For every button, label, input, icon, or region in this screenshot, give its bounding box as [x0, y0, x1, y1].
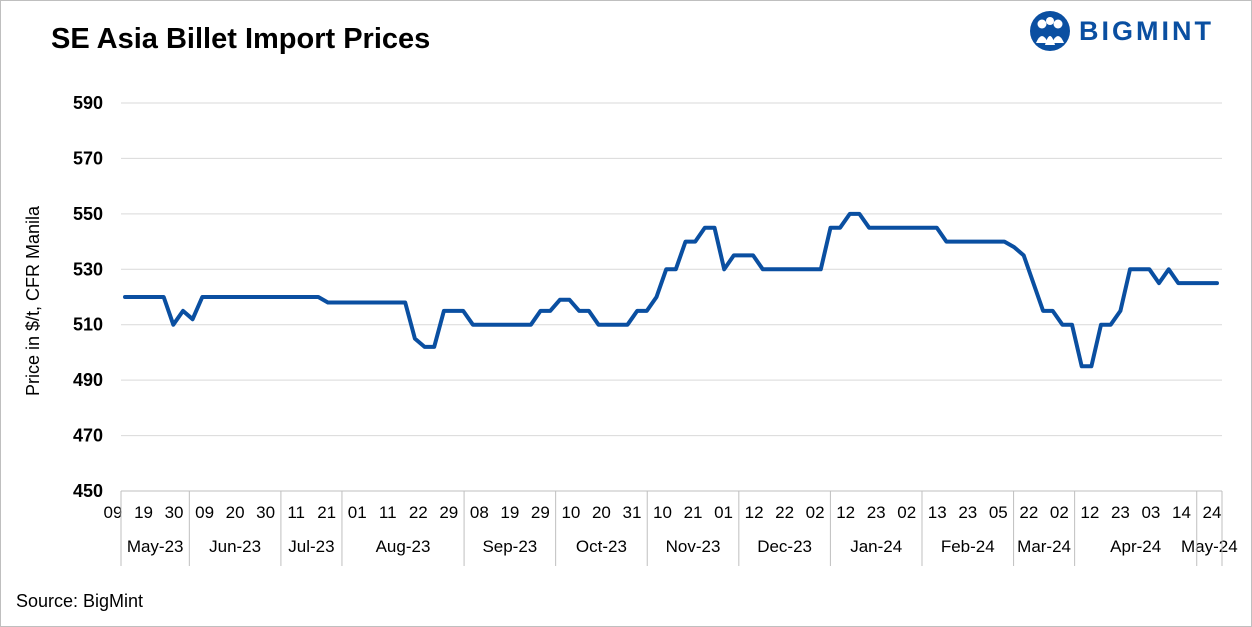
- brand-name: BIGMINT: [1079, 16, 1214, 46]
- x-tick-label: 23: [1111, 503, 1130, 522]
- x-month-label: Jan-24: [850, 537, 902, 556]
- x-tick-label: 19: [134, 503, 153, 522]
- x-month-label: Mar-24: [1017, 537, 1071, 556]
- x-tick-label: 21: [684, 503, 703, 522]
- x-tick-label: 09: [195, 503, 214, 522]
- x-month-label: Oct-23: [576, 537, 627, 556]
- y-tick-label: 470: [73, 426, 103, 446]
- x-tick-label: 02: [806, 503, 825, 522]
- x-month-label: Jul-23: [288, 537, 334, 556]
- x-tick-label: 02: [1050, 503, 1069, 522]
- x-tick-label: 23: [867, 503, 886, 522]
- x-month-label: Jun-23: [209, 537, 261, 556]
- x-tick-label: 02: [897, 503, 916, 522]
- x-tick-label: 01: [714, 503, 733, 522]
- y-axis-ticks: 450 470 490 510 530 550 570 590: [73, 93, 103, 501]
- y-tick-label: 530: [73, 259, 103, 279]
- x-tick-label: 13: [928, 503, 947, 522]
- x-tick-label: 12: [836, 503, 855, 522]
- x-tick-label: 20: [592, 503, 611, 522]
- x-tick-label: 30: [256, 503, 275, 522]
- x-tick-label: 31: [623, 503, 642, 522]
- x-tick-label: 03: [1141, 503, 1160, 522]
- x-month-label: May-23: [127, 537, 184, 556]
- x-tick-label: 11: [379, 503, 397, 522]
- x-tick-label: 01: [348, 503, 367, 522]
- x-tick-label: 12: [1080, 503, 1099, 522]
- line-chart: 450 470 490 510 530 550 570 590 Price in $/t, C…: [23, 93, 1238, 566]
- x-month-label: Aug-23: [376, 537, 431, 556]
- x-month-label: Feb-24: [941, 537, 995, 556]
- y-tick-label: 510: [73, 315, 103, 335]
- price-series-line: [123, 211, 1219, 369]
- x-tick-label: 21: [317, 503, 336, 522]
- chart-title: SE Asia Billet Import Prices: [51, 23, 431, 55]
- y-tick-label: 490: [73, 370, 103, 390]
- x-tick-label: 24: [1203, 503, 1222, 522]
- y-tick-label: 550: [73, 204, 103, 224]
- x-axis: 09 19 30 09 20 30 11 21 01 11 22 29 08 19 29 10 20 31 10 21…: [104, 490, 1238, 566]
- bigmint-logo-icon: [1030, 11, 1070, 51]
- x-tick-label: 11: [287, 503, 305, 522]
- x-month-label: Nov-23: [666, 537, 721, 556]
- x-tick-label: 10: [561, 503, 580, 522]
- x-tick-label: 22: [409, 503, 428, 522]
- x-month-label: Apr-24: [1110, 537, 1161, 556]
- x-tick-label: 05: [989, 503, 1008, 522]
- x-month-label: May-24: [1181, 537, 1238, 556]
- x-tick-label: 29: [531, 503, 550, 522]
- source-note: Source: BigMint: [16, 591, 144, 611]
- x-tick-label: 23: [958, 503, 977, 522]
- x-tick-label: 08: [470, 503, 489, 522]
- y-tick-label: 570: [73, 148, 103, 168]
- x-tick-label: 10: [653, 503, 672, 522]
- x-tick-label: 22: [1019, 503, 1038, 522]
- y-tick-label: 590: [73, 93, 103, 113]
- x-tick-label: 14: [1172, 503, 1191, 522]
- x-tick-label: 09: [104, 503, 123, 522]
- x-tick-label: 20: [226, 503, 245, 522]
- x-tick-label: 19: [500, 503, 519, 522]
- x-tick-label: 22: [775, 503, 794, 522]
- x-month-label: Sep-23: [482, 537, 537, 556]
- y-axis-label: Price in $/t, CFR Manila: [23, 205, 43, 396]
- x-tick-label: 12: [745, 503, 764, 522]
- x-tick-label: 30: [165, 503, 184, 522]
- x-tick-label: 29: [439, 503, 458, 522]
- x-month-label: Dec-23: [757, 537, 812, 556]
- y-tick-label: 450: [73, 481, 103, 501]
- plot-area: [123, 211, 1219, 369]
